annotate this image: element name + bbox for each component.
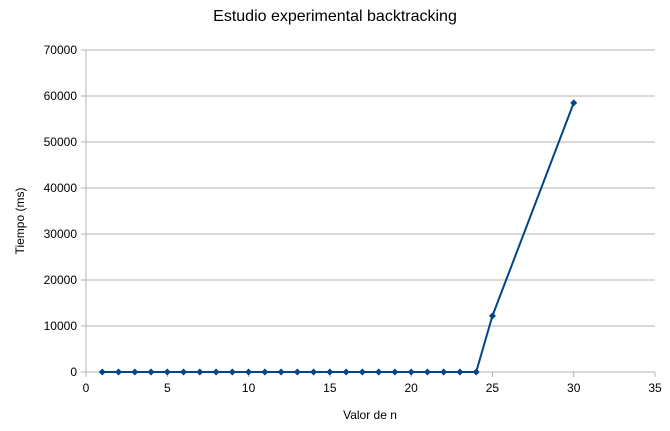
data-point-marker bbox=[423, 368, 431, 376]
data-point-marker bbox=[180, 368, 188, 376]
tick-labels: 0 10000 20000 30000 40000 50000 60000 70000 0 5 10… bbox=[44, 43, 662, 395]
y-tick-label: 20000 bbox=[44, 273, 78, 287]
data-point-marker bbox=[456, 368, 464, 376]
data-point-marker bbox=[228, 368, 236, 376]
axes bbox=[81, 49, 656, 377]
y-tick-label: 60000 bbox=[44, 89, 78, 103]
data-point-marker bbox=[131, 368, 139, 376]
data-point-marker bbox=[293, 368, 301, 376]
x-tick-label: 5 bbox=[164, 381, 171, 395]
data-point-marker bbox=[326, 368, 334, 376]
data-point-marker bbox=[98, 368, 106, 376]
x-tick-label: 20 bbox=[404, 381, 418, 395]
y-tick-label: 40000 bbox=[44, 181, 78, 195]
data-point-marker bbox=[375, 368, 383, 376]
data-point-marker bbox=[212, 368, 220, 376]
data-point-marker bbox=[115, 368, 123, 376]
data-point-marker bbox=[342, 368, 350, 376]
x-tick-label: 35 bbox=[648, 381, 662, 395]
data-point-marker bbox=[488, 312, 496, 320]
data-point-marker bbox=[147, 368, 155, 376]
x-tick-label: 10 bbox=[242, 381, 256, 395]
data-point-marker bbox=[472, 368, 480, 376]
data-point-marker bbox=[261, 368, 269, 376]
y-tick-label: 0 bbox=[70, 365, 77, 379]
chart-title: Estudio experimental backtracking bbox=[213, 8, 457, 25]
data-point-marker bbox=[391, 368, 399, 376]
y-tick-label: 50000 bbox=[44, 135, 78, 149]
y-tick-label: 30000 bbox=[44, 227, 78, 241]
x-tick-label: 30 bbox=[567, 381, 581, 395]
x-tick-label: 25 bbox=[486, 381, 500, 395]
data-point-marker bbox=[277, 368, 285, 376]
data-point-marker bbox=[407, 368, 415, 376]
gridlines bbox=[86, 49, 655, 373]
x-tick-label: 0 bbox=[83, 381, 90, 395]
data-point-marker bbox=[245, 368, 253, 376]
data-point-marker bbox=[358, 368, 366, 376]
y-tick-label: 70000 bbox=[44, 43, 78, 57]
x-axis-label: Valor de n bbox=[343, 408, 397, 422]
series bbox=[98, 99, 578, 376]
data-point-marker bbox=[310, 368, 318, 376]
data-point-marker bbox=[570, 99, 578, 107]
data-point-marker bbox=[440, 368, 448, 376]
series-line bbox=[102, 102, 575, 373]
data-point-marker bbox=[163, 368, 171, 376]
data-point-marker bbox=[196, 368, 204, 376]
y-tick-label: 10000 bbox=[44, 319, 78, 333]
x-tick-label: 15 bbox=[323, 381, 337, 395]
